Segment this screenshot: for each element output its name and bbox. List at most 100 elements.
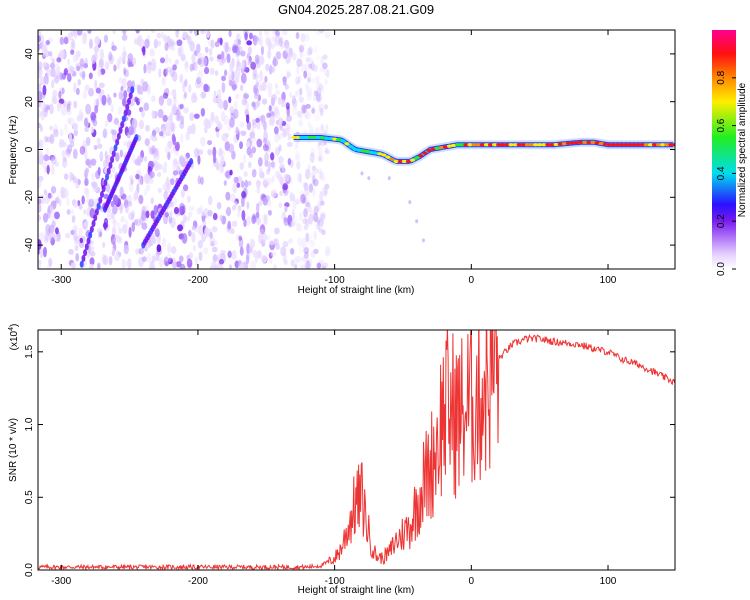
spectrogram-cell — [44, 155, 51, 161]
spectrogram-cell — [99, 190, 104, 198]
spectrogram-cell — [201, 210, 206, 217]
spectrogram-cell — [144, 138, 150, 147]
spectrogram-cell — [245, 113, 250, 124]
signal-cell — [569, 141, 575, 145]
spectrogram-cell — [172, 261, 177, 269]
spectrogram-cell — [117, 106, 123, 115]
spectrogram-cell — [306, 86, 313, 97]
spectrogram-cell — [38, 90, 43, 101]
spectrogram-cell — [319, 171, 325, 178]
snr-multiplier: (x104) — [8, 324, 20, 351]
spectrogram-cell — [69, 67, 74, 75]
spectrogram-cell — [106, 94, 111, 104]
spectrogram-cell — [290, 193, 296, 202]
spectrogram-cell — [252, 216, 257, 223]
spectrogram-cell — [115, 152, 120, 162]
spectrogram-cell — [239, 84, 244, 92]
spectrogram-cell — [134, 134, 139, 142]
signal-cell — [434, 146, 440, 150]
spectrogram-cell — [197, 79, 203, 88]
spectrogram-cell — [218, 60, 225, 66]
spectrogram-cell — [83, 249, 88, 257]
spectrogram-cell — [305, 218, 310, 226]
spectrogram-cell — [74, 244, 79, 252]
spectrogram-cell — [47, 192, 53, 199]
spectrogram-cell — [264, 234, 271, 241]
spectrogram-cell — [113, 117, 120, 126]
spectrogram-cell — [123, 69, 129, 78]
spectrogram-cell — [219, 37, 223, 46]
spectrogram-cell — [308, 213, 314, 225]
spectrogram-cell — [243, 218, 247, 228]
spectrogram-cell — [202, 219, 207, 228]
spectrogram-cell — [227, 220, 232, 230]
spectrogram-cell — [295, 32, 300, 40]
spectrogram-cell — [78, 70, 84, 76]
spectrogram-cell — [279, 125, 284, 131]
spectrogram-cell — [318, 140, 322, 147]
spectrogram-cell — [134, 189, 139, 200]
spectrogram-cell — [127, 258, 132, 269]
spectrogram-cell — [303, 70, 308, 79]
spectrogram-cell — [246, 146, 252, 156]
spectrogram-cell — [45, 136, 52, 143]
spectrogram-cell — [312, 212, 319, 223]
spectrogram-cell — [61, 87, 65, 95]
spectrogram-cell — [306, 218, 313, 228]
spectrogram-cell — [151, 95, 156, 102]
signal-cell — [340, 139, 346, 143]
spectrogram-cell — [293, 144, 299, 150]
spectrogram-cell — [89, 251, 96, 257]
spectrogram-cell — [308, 63, 313, 69]
spectrogram-cell — [49, 232, 56, 241]
spectrogram-cell — [251, 168, 257, 178]
spectrogram-cell — [318, 168, 323, 175]
spectrogram-cell — [141, 256, 147, 263]
spectrogram-cell — [196, 207, 202, 215]
spectrogram-cell — [53, 128, 59, 138]
spectrogram-cell — [239, 263, 244, 269]
spectrogram-cell — [216, 95, 221, 103]
spectrogram-cell — [178, 155, 184, 163]
spectrogram-cell — [256, 99, 261, 108]
spectrogram-cell — [254, 255, 258, 264]
spectrogram-cell — [303, 246, 310, 254]
spectrogram-cell — [70, 41, 76, 53]
spectrogram-cell — [149, 134, 153, 141]
spectrogram-cell — [304, 168, 311, 180]
spectrogram-cell — [66, 109, 72, 116]
spectrogram-cell — [273, 238, 280, 246]
spectrogram-cell — [184, 60, 189, 68]
y-tick-label: 40 — [24, 48, 35, 60]
spectrogram-cell — [305, 201, 311, 208]
spectrogram-cell — [38, 214, 42, 222]
spectrogram-cell — [250, 61, 257, 70]
spectrogram-cell — [196, 43, 201, 54]
signal-cell — [336, 138, 342, 142]
spectrogram-cell — [138, 119, 145, 130]
spectrogram-cell — [267, 48, 272, 60]
spectrogram-cell — [301, 63, 307, 74]
spectrogram-cell — [113, 144, 118, 152]
spectrogram-cell — [308, 183, 314, 193]
spectrogram-cell — [302, 107, 307, 115]
spectrogram-cell — [46, 104, 50, 111]
spectrogram-cell — [188, 229, 192, 237]
spectrogram-cell — [70, 140, 75, 148]
spectrogram-cell — [322, 54, 328, 60]
spectrogram-cell — [309, 58, 314, 64]
chart-title: GN04.2025.287.08.21.G09 — [278, 2, 434, 17]
spectrogram-cell — [204, 230, 209, 239]
spectrogram-cell — [83, 117, 88, 127]
spectrogram-cell — [319, 200, 325, 206]
signal-cell — [537, 143, 543, 147]
spectrogram-cell — [266, 199, 272, 207]
spectrogram-cell — [115, 138, 120, 146]
spectrogram-cell — [307, 46, 313, 56]
spectrogram-cell — [188, 211, 193, 217]
spectrogram-cell — [205, 119, 212, 129]
spectrogram-cell — [173, 96, 177, 105]
spectrogram-cell — [233, 176, 239, 184]
spectrogram-cell — [263, 180, 268, 189]
spectrogram-cell — [141, 210, 147, 222]
